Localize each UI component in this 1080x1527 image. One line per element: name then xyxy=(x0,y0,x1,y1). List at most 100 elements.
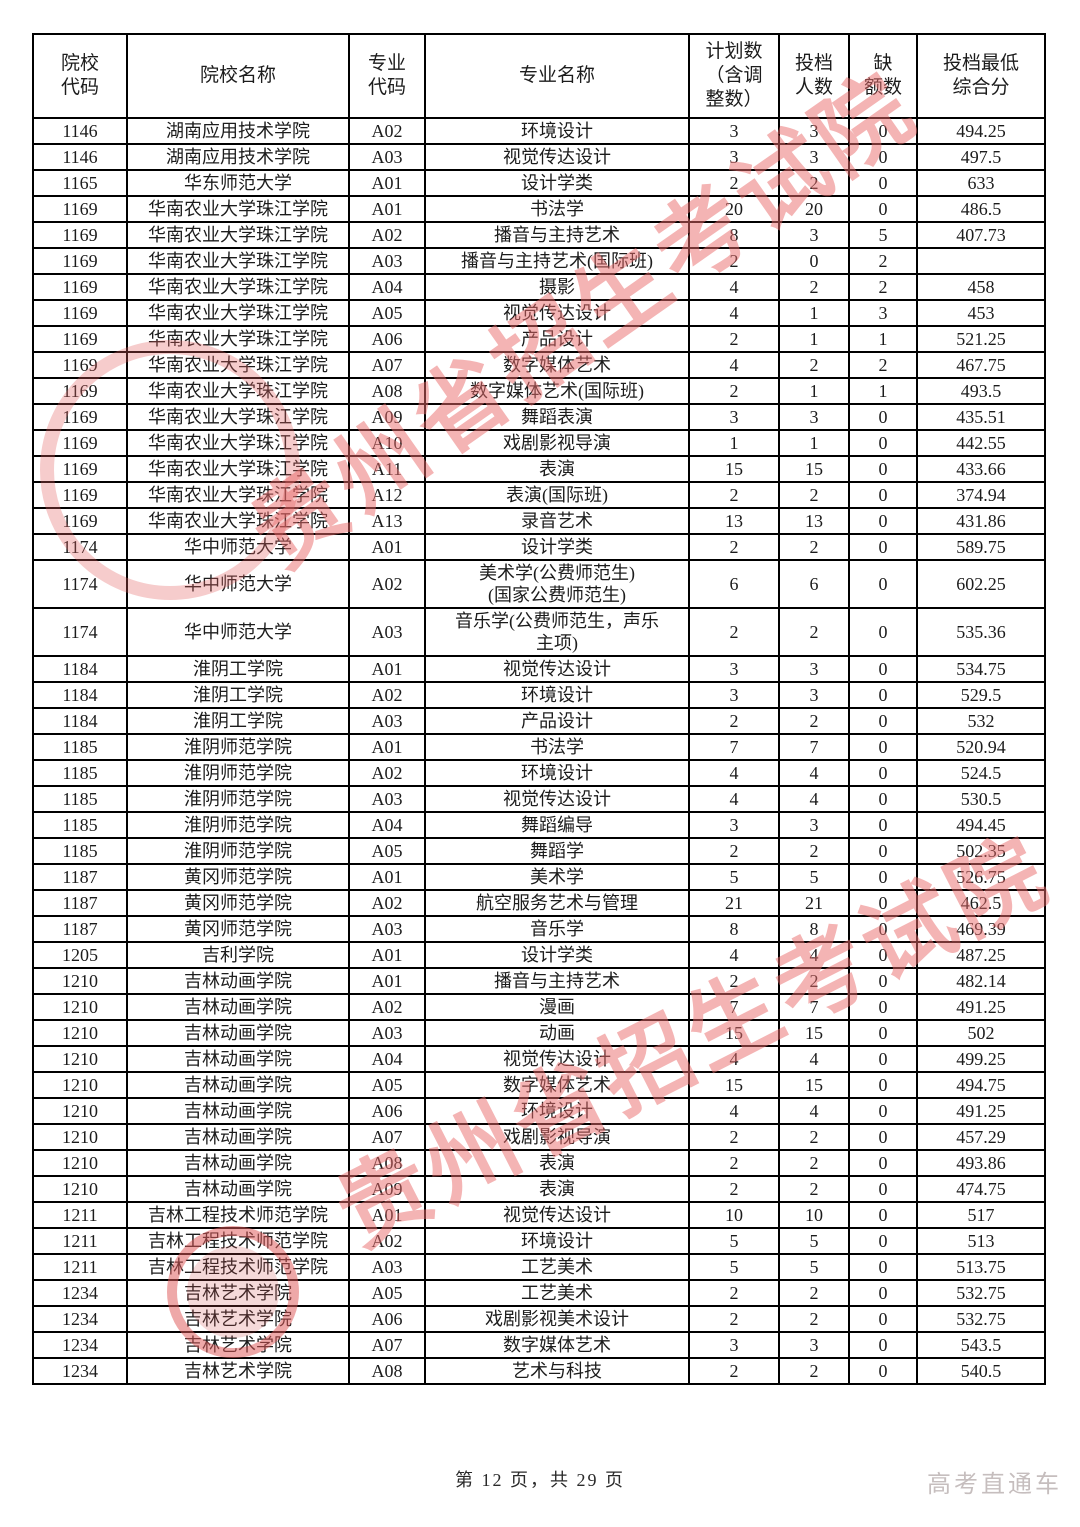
cell: 2 xyxy=(688,837,780,865)
cell: 3 xyxy=(778,117,850,145)
cell: 5 xyxy=(688,1227,780,1255)
cell: A01 xyxy=(348,1201,426,1229)
cell: 1 xyxy=(778,325,850,353)
cell: 513.75 xyxy=(916,1253,1046,1281)
cell: 1210 xyxy=(32,1149,128,1177)
cell: 华南农业大学珠江学院 xyxy=(126,455,350,483)
cell: 2 xyxy=(778,1149,850,1177)
cell: 0 xyxy=(848,655,918,683)
cell: 529.5 xyxy=(916,681,1046,709)
cell: 环境设计 xyxy=(424,1227,690,1255)
cell: 15 xyxy=(778,455,850,483)
cell: 0 xyxy=(848,681,918,709)
table-row: 1185 淮阴师范学院 A02 环境设计 4 4 0 524.5 xyxy=(32,759,1046,787)
cell: A04 xyxy=(348,1045,426,1073)
cell: 戏剧影视导演 xyxy=(424,1123,690,1151)
cell: 1169 xyxy=(32,221,128,249)
cell: 486.5 xyxy=(916,195,1046,223)
cell: 602.25 xyxy=(916,559,1046,609)
cell: 1234 xyxy=(32,1279,128,1307)
cell: 表演(国际班) xyxy=(424,481,690,509)
cell: 吉林工程技术师范学院 xyxy=(126,1227,350,1255)
cell: 1211 xyxy=(32,1227,128,1255)
cell: 2 xyxy=(688,1123,780,1151)
cell: 2 xyxy=(778,707,850,735)
cell: 457.29 xyxy=(916,1123,1046,1151)
cell: 8 xyxy=(688,915,780,943)
cell: 3 xyxy=(688,403,780,431)
cell: A13 xyxy=(348,507,426,535)
cell: 0 xyxy=(848,993,918,1021)
cell: 433.66 xyxy=(916,455,1046,483)
cell: 淮阴工学院 xyxy=(126,655,350,683)
cell: 1169 xyxy=(32,247,128,275)
col-header-min-score: 投档最低 综合分 xyxy=(916,33,1046,119)
cell: 华南农业大学珠江学院 xyxy=(126,325,350,353)
cell: 513 xyxy=(916,1227,1046,1255)
cell: A02 xyxy=(348,993,426,1021)
cell: 0 xyxy=(848,1305,918,1333)
cell: 黄冈师范学院 xyxy=(126,863,350,891)
cell: A04 xyxy=(348,273,426,301)
cell: 0 xyxy=(848,1331,918,1359)
cell: 8 xyxy=(688,221,780,249)
cell: 吉林动画学院 xyxy=(126,993,350,1021)
cell: 4 xyxy=(778,759,850,787)
cell: 431.86 xyxy=(916,507,1046,535)
cell: 书法学 xyxy=(424,733,690,761)
cell: A06 xyxy=(348,325,426,353)
cell: 2 xyxy=(778,1123,850,1151)
cell: A01 xyxy=(348,733,426,761)
cell: A09 xyxy=(348,1175,426,1203)
table-row: 1210 吉林动画学院 A06 环境设计 4 4 0 491.25 xyxy=(32,1097,1046,1125)
cell: 0 xyxy=(848,707,918,735)
cell: 2 xyxy=(778,481,850,509)
cell: 4 xyxy=(688,1097,780,1125)
table-row: 1234 吉林艺术学院 A07 数字媒体艺术 3 3 0 543.5 xyxy=(32,1331,1046,1359)
table-row: 1184 淮阴工学院 A03 产品设计 2 2 0 532 xyxy=(32,707,1046,735)
cell: 2 xyxy=(688,169,780,197)
cell: 1174 xyxy=(32,607,128,657)
cell: 493.5 xyxy=(916,377,1046,405)
cell: 20 xyxy=(688,195,780,223)
cell: 3 xyxy=(688,681,780,709)
cell: 0 xyxy=(848,507,918,535)
cell: 工艺美术 xyxy=(424,1253,690,1281)
cell: A02 xyxy=(348,117,426,145)
cell: 华南农业大学珠江学院 xyxy=(126,195,350,223)
table-row: 1174 华中师范大学 A02 美术学(公费师范生) (国家公费师范生) 6 6 0 602.… xyxy=(32,559,1046,609)
cell: A05 xyxy=(348,1071,426,1099)
cell: A08 xyxy=(348,377,426,405)
table-row: 1169 华南农业大学珠江学院 A10 戏剧影视导演 1 1 0 442.55 xyxy=(32,429,1046,457)
cell: 数字媒体艺术(国际班) xyxy=(424,377,690,405)
cell: 1169 xyxy=(32,429,128,457)
cell: A02 xyxy=(348,559,426,609)
cell: 1 xyxy=(778,299,850,327)
cell: 吉林动画学院 xyxy=(126,1071,350,1099)
cell: 艺术与科技 xyxy=(424,1357,690,1385)
cell: 3 xyxy=(778,655,850,683)
cell: 吉林艺术学院 xyxy=(126,1357,350,1385)
cell: 0 xyxy=(848,915,918,943)
cell: 1210 xyxy=(32,1175,128,1203)
cell: 521.25 xyxy=(916,325,1046,353)
cell: 2 xyxy=(848,247,918,275)
cell: A12 xyxy=(348,481,426,509)
cell: 1187 xyxy=(32,889,128,917)
cell: 493.86 xyxy=(916,1149,1046,1177)
table-row: 1234 吉林艺术学院 A06 戏剧影视美术设计 2 2 0 532.75 xyxy=(32,1305,1046,1333)
cell: 1169 xyxy=(32,455,128,483)
cell: 表演 xyxy=(424,1149,690,1177)
table-row: 1187 黄冈师范学院 A01 美术学 5 5 0 526.75 xyxy=(32,863,1046,891)
cell: 1184 xyxy=(32,681,128,709)
cell: 1169 xyxy=(32,325,128,353)
cell: 1169 xyxy=(32,299,128,327)
cell: 1 xyxy=(848,377,918,405)
cell: A02 xyxy=(348,759,426,787)
cell: 工艺美术 xyxy=(424,1279,690,1307)
cell: 2 xyxy=(778,1305,850,1333)
cell: 2 xyxy=(688,481,780,509)
cell: 4 xyxy=(688,351,780,379)
cell: A02 xyxy=(348,681,426,709)
cell: A10 xyxy=(348,429,426,457)
